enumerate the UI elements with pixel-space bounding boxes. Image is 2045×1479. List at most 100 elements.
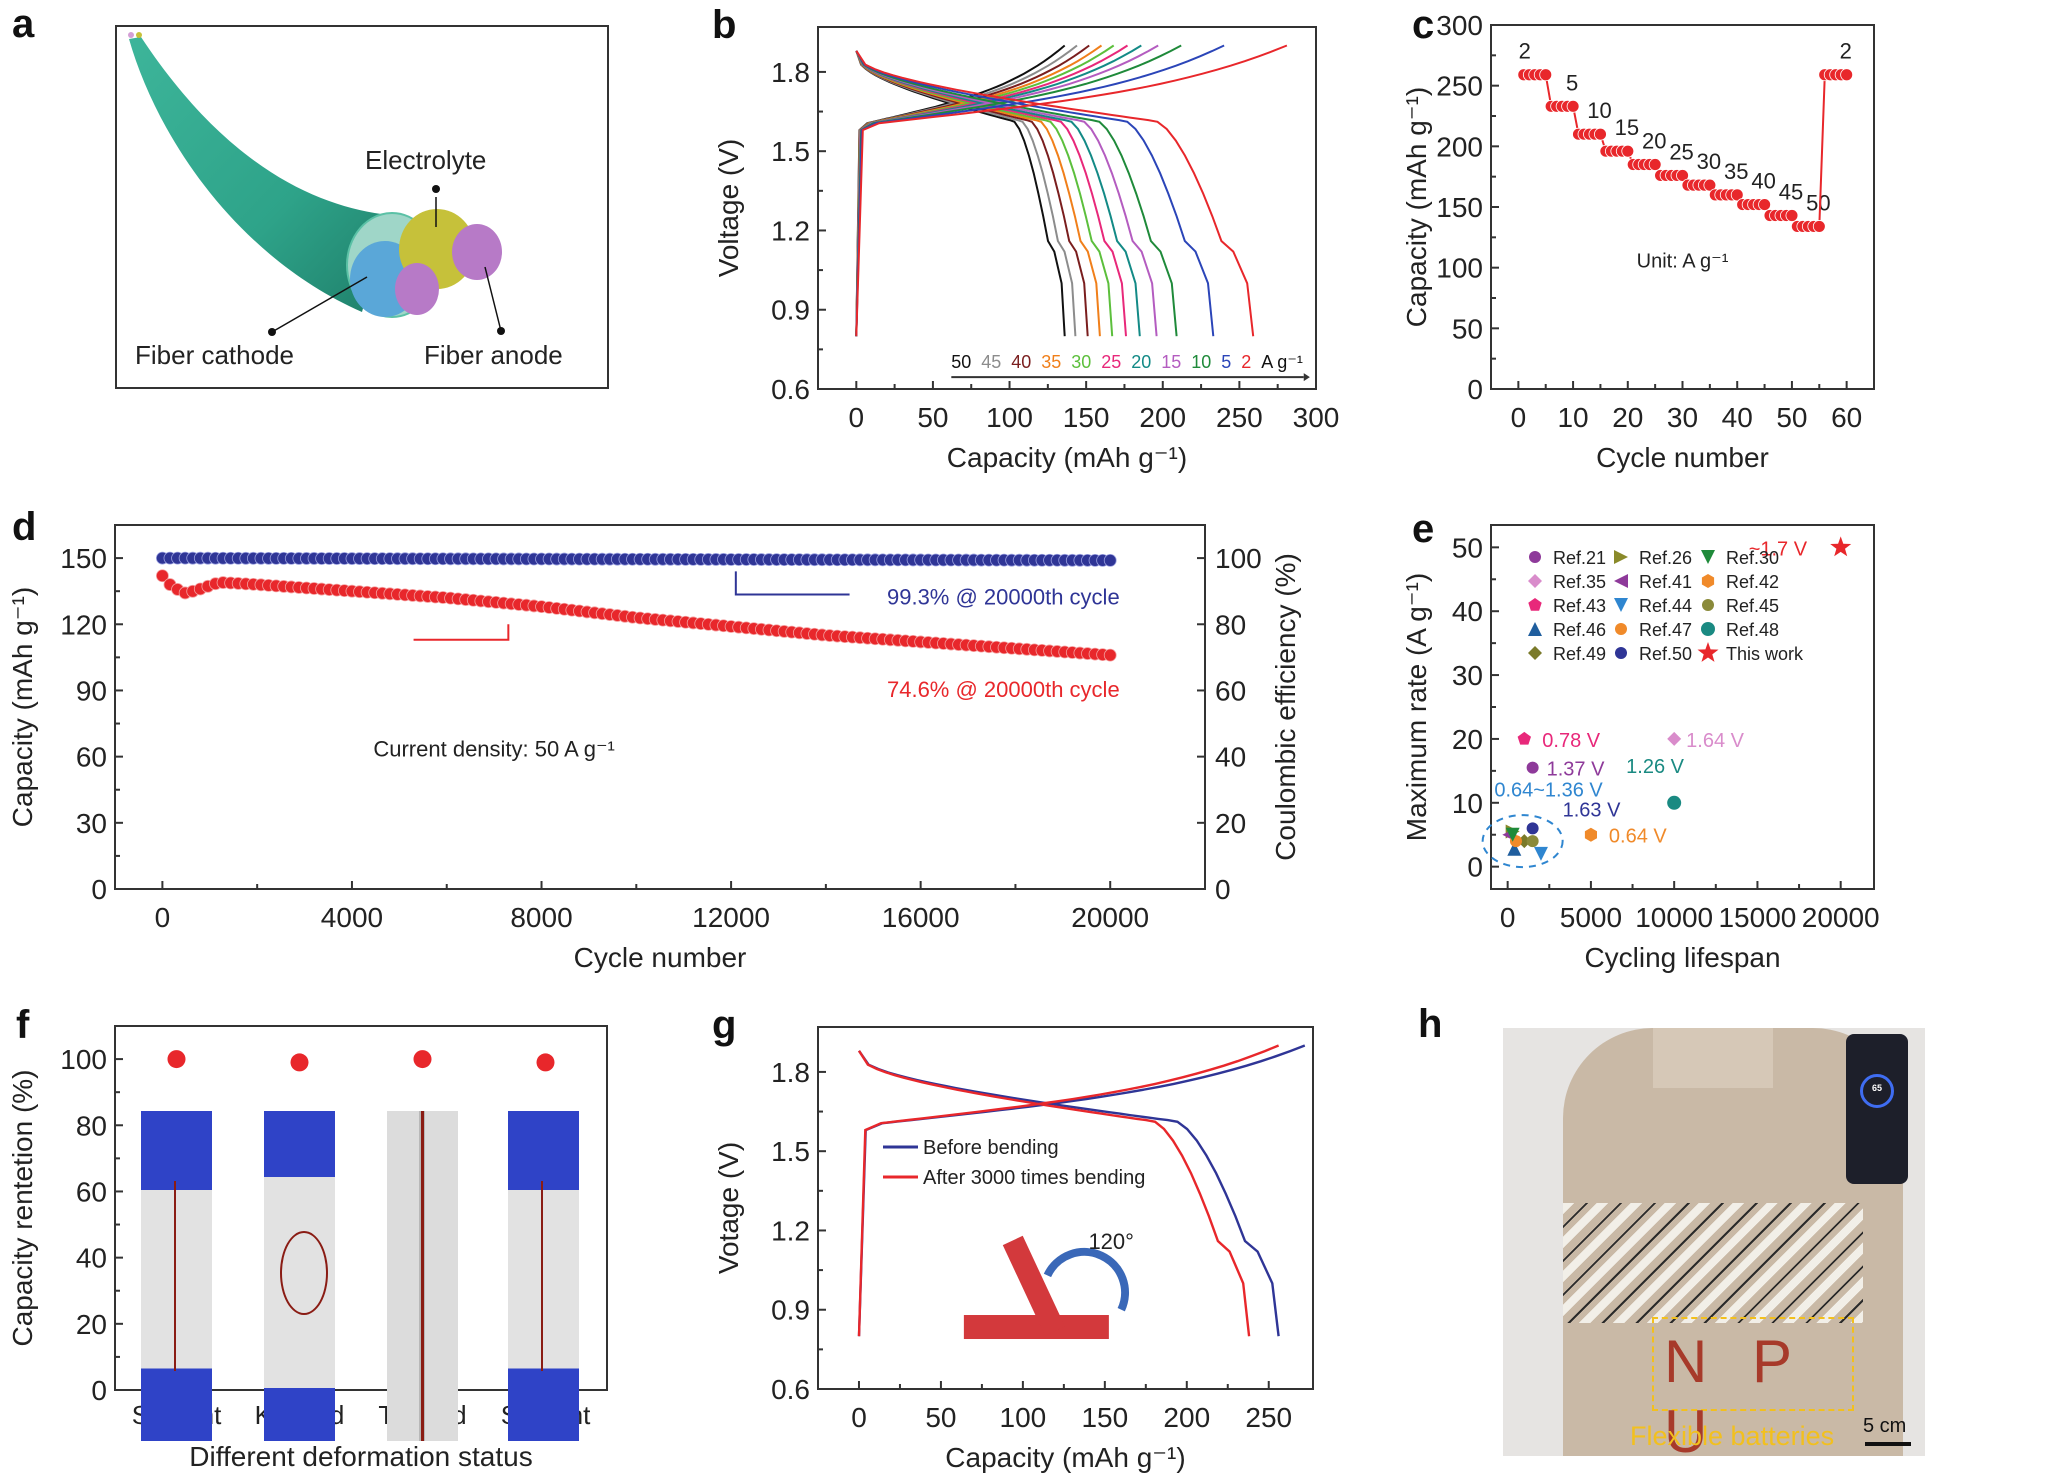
panel-letter-e: e: [1412, 507, 1434, 551]
y-tick-label: 300: [1436, 10, 1483, 41]
y-tick-label: 150: [60, 543, 107, 574]
anode-pointer-dot: [497, 327, 505, 335]
y2-tick-label: 0: [1215, 874, 1231, 905]
y-tick-label: 0.9: [771, 295, 810, 326]
legend-label: This work: [1726, 644, 1804, 664]
point-label: 1.37 V: [1547, 759, 1605, 781]
y-tick-label: 0.9: [771, 1295, 810, 1326]
y-tick-label: 30: [1452, 660, 1483, 691]
x-tick-label: 50: [1776, 402, 1807, 433]
x-tick-label: 250: [1216, 402, 1263, 433]
retention-point: [290, 1053, 309, 1072]
photo-straight-1: [141, 1111, 212, 1441]
x-tick-label: 30: [1667, 402, 1698, 433]
plot-frame: [817, 26, 1317, 390]
x-tick-label: 15000: [1718, 902, 1796, 933]
rate-point: [1539, 68, 1553, 82]
charge-curve-2: [855, 44, 1288, 337]
x-tick-label: 20000: [1802, 902, 1880, 933]
panel-letter-h: h: [1418, 1002, 1443, 1046]
data-point-ref-30: [1505, 827, 1520, 842]
legend-marker: [1528, 598, 1542, 611]
chart-d: d 0 4000 8000 12000 16000 20000 0 30 60 90 120 150 Cy…: [7, 505, 1301, 973]
rate-point: [1840, 68, 1854, 82]
rate-step-label: 2: [1840, 39, 1852, 64]
x-axis-label: Cycle number: [574, 942, 747, 973]
rate-step-label: 5: [1566, 70, 1578, 95]
sweater-photo: 65 N P U Flexible batteries 5 cm: [1503, 1028, 1925, 1456]
x-tick-label: 200: [1163, 1402, 1210, 1433]
legend-label: Ref.35: [1553, 572, 1606, 592]
y-tick-label: 0: [91, 874, 107, 905]
y-axis-label: Capacity (mAh g⁻¹): [1401, 87, 1432, 327]
discharge-curve-5: [855, 50, 1215, 337]
y-tick-label: 40: [1452, 596, 1483, 627]
point-label: 1.63 V: [1563, 799, 1621, 821]
point-label: 1.26 V: [1626, 756, 1684, 778]
panel-letter-f: f: [16, 1003, 30, 1047]
point-label: 0.64 V: [1609, 826, 1667, 848]
data-point-ref-43: [1517, 731, 1531, 745]
rate-step-label: 35: [1724, 159, 1748, 184]
unit-annotation: Unit: A g⁻¹: [1637, 251, 1729, 273]
scale-bar-label: 5 cm: [1863, 1415, 1907, 1437]
legend-marker: [1528, 646, 1542, 660]
y-tick-label: 50: [1452, 532, 1483, 563]
y-tick-label: 100: [1436, 253, 1483, 284]
label-fiber-cathode: Fiber cathode: [135, 340, 294, 370]
y-tick-label: 30: [76, 808, 107, 839]
legend-label: Ref.45: [1726, 596, 1779, 616]
rate-step-label: 10: [1587, 98, 1611, 123]
chart-e: e 0 5000 10000 15000 20000 0 10 20 30 40 50 Cycling …: [1401, 507, 1880, 973]
y-tick-label: 1.2: [771, 215, 810, 246]
rate-point: [1594, 127, 1607, 141]
y-axis-label: Votage (V): [713, 1142, 744, 1274]
legend-label: Ref.48: [1726, 620, 1779, 640]
retention-point: [167, 1050, 186, 1069]
label-fiber-anode: Fiber anode: [424, 340, 563, 370]
legend-marker: [1702, 599, 1714, 611]
legend-marker: [1701, 550, 1715, 564]
y-tick-label: 90: [76, 675, 107, 706]
x-tick-label: 20000: [1071, 902, 1149, 933]
x-tick-label: 16000: [882, 902, 960, 933]
y2-axis-label: Coulombic efficiency (%): [1270, 553, 1301, 861]
legend-marker: [1701, 622, 1715, 636]
flexible-batteries-label: Flexible batteries: [1630, 1421, 1835, 1451]
y-tick-label: 0.6: [771, 1374, 810, 1405]
ce-annotation: 99.3% @ 20000th cycle: [887, 584, 1120, 609]
point-label: 1.64 V: [1686, 730, 1744, 752]
y-tick-label: 0: [1467, 852, 1483, 883]
panel-letter-d: d: [12, 505, 36, 549]
x-axis-label: Different deformation status: [189, 1441, 532, 1472]
capacity-annotation: 74.6% @ 20000th cycle: [887, 677, 1120, 702]
rate-label-40: 40: [1011, 352, 1031, 372]
rate-label-2: 2: [1241, 352, 1251, 372]
charge-curve-5: [855, 44, 1225, 337]
x-tick-label: 0: [1500, 902, 1516, 933]
fiber-sheath: [129, 37, 389, 312]
x-tick-label: 12000: [692, 902, 770, 933]
x-tick-label: 0: [849, 402, 865, 433]
rate-step-label: 15: [1615, 115, 1639, 140]
x-tick-label: 100: [1000, 1402, 1047, 1433]
data-point-ref-45: [1526, 835, 1539, 848]
sweater-collar: [1653, 1028, 1773, 1088]
capacity-point: [155, 569, 169, 583]
legend-label: Ref.47: [1639, 620, 1692, 640]
rate-unit-label: A g⁻¹: [1261, 352, 1303, 372]
y-axis-label: Capacity (mAh g⁻¹): [7, 587, 38, 827]
data-point-ref-50: [1526, 822, 1539, 835]
y-tick-label: 1.8: [771, 1057, 810, 1088]
rate-label-50: 50: [951, 352, 971, 372]
discharge-curve: [857, 1050, 1251, 1337]
legend-label: Ref.21: [1553, 548, 1606, 568]
legend-label: Ref.46: [1553, 620, 1606, 640]
y2-tick-label: 40: [1215, 742, 1246, 773]
scale-bar: [1865, 1442, 1911, 1446]
x-tick-label: 150: [1081, 1402, 1128, 1433]
rate-step-label: 40: [1751, 169, 1775, 194]
x-tick-label: 8000: [510, 902, 572, 933]
y-tick-label: 120: [60, 609, 107, 640]
